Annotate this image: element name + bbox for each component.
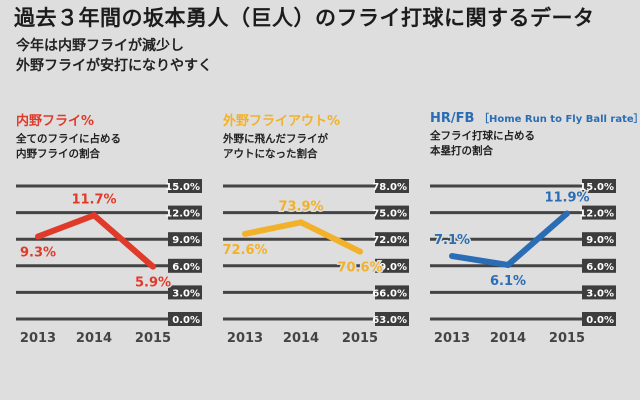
ytick-label: 69.0%: [372, 262, 407, 273]
xtick-label: 2014: [490, 331, 526, 345]
data-point: [35, 233, 41, 240]
ytick-label: 9.0%: [172, 235, 200, 246]
ytick-box: [582, 232, 616, 247]
ytick-box: [168, 205, 202, 220]
data-label: 9.3%: [20, 246, 56, 261]
ytick-label: 9.0%: [586, 235, 614, 246]
chart-title-text: 内野フライ%: [16, 114, 95, 129]
data-label: 7.1%: [434, 233, 470, 248]
chart-description: 全てのフライに占める 内野フライの割合: [16, 132, 226, 162]
chart-title-text: 外野フライアウト%: [223, 114, 341, 129]
ytick-label: 63.0%: [372, 315, 407, 326]
xtick-label: 2015: [549, 331, 585, 345]
data-point: [357, 248, 363, 255]
ytick-box: [375, 205, 409, 220]
ytick-box: [375, 312, 409, 326]
data-label: 6.1%: [490, 274, 526, 289]
ytick-box: [375, 232, 409, 247]
ytick-label: 72.0%: [372, 235, 407, 246]
ytick-label: 6.0%: [586, 262, 614, 273]
ytick-box: [582, 312, 616, 326]
ytick-box: [582, 285, 616, 300]
chart-description: 外野に飛んだフライが アウトになった割合: [223, 132, 433, 162]
ytick-label: 0.0%: [586, 315, 614, 326]
chart-panel-infield-fly: 内野フライ% 全てのフライに占める 内野フライの割合 15.0% 12.0% 9.0%…: [16, 110, 226, 350]
subtitle-line-2: 外野フライが安打になりやすく: [16, 58, 212, 74]
chart-svg: 78.0% 75.0% 72.0% 69.0% 66.0% 63.0% 2013 2014 20…: [223, 179, 409, 345]
xtick-label: 2014: [283, 331, 319, 345]
chart-svg: 15.0% 12.0% 9.0% 6.0% 3.0% 0.0% 2013 2014 2015 9.…: [16, 179, 202, 345]
xtick-label: 2013: [434, 331, 470, 345]
data-label: 70.6%: [337, 261, 382, 276]
ytick-box: [375, 179, 409, 193]
ytick-box: [375, 285, 409, 300]
data-label: 5.9%: [135, 276, 171, 291]
xtick-label: 2014: [76, 331, 112, 345]
ytick-box: [582, 205, 616, 220]
xtick-label: 2013: [20, 331, 56, 345]
ytick-box: [168, 179, 202, 193]
data-label: 11.9%: [544, 190, 589, 205]
data-point: [242, 230, 248, 237]
ytick-label: 6.0%: [172, 262, 200, 273]
ytick-box: [168, 285, 202, 300]
ytick-label: 78.0%: [372, 182, 407, 193]
ytick-label: 3.0%: [172, 288, 200, 299]
description-line: アウトになった割合: [223, 148, 318, 160]
data-point: [298, 219, 304, 226]
chart-description: 全フライ打球に占める 本塁打の割合: [430, 129, 640, 159]
ytick-label: 3.0%: [586, 288, 614, 299]
xtick-label: 2015: [342, 331, 378, 345]
description-line: 外野に飛んだフライが: [223, 133, 328, 145]
ytick-label: 12.0%: [165, 209, 200, 220]
ytick-box: [375, 258, 409, 273]
xtick-label: 2013: [227, 331, 263, 345]
data-label: 73.9%: [278, 199, 323, 214]
page-title: 過去３年間の坂本勇人（巨人）のフライ打球に関するデータ: [14, 6, 595, 30]
chart-title: 外野フライアウト%: [223, 110, 433, 129]
ytick-label: 66.0%: [372, 288, 407, 299]
subtitle: 今年は内野フライが減少し 外野フライが安打になりやすく: [16, 36, 212, 76]
description-line: 本塁打の割合: [430, 145, 493, 157]
data-label: 72.6%: [223, 243, 268, 258]
description-line: 全フライ打球に占める: [430, 130, 535, 142]
ytick-label: 75.0%: [372, 209, 407, 220]
ytick-box: [168, 312, 202, 326]
data-point: [449, 253, 455, 260]
chart-title-text: HR/FB: [430, 111, 475, 126]
ytick-label: 15.0%: [165, 182, 200, 193]
description-line: 全てのフライに占める: [16, 133, 121, 145]
subtitle-line-1: 今年は内野フライが減少し: [16, 38, 184, 54]
ytick-box: [168, 232, 202, 247]
data-point: [150, 263, 156, 270]
xtick-label: 2015: [135, 331, 171, 345]
chart-panel-outfield-fly-out: 外野フライアウト% 外野に飛んだフライが アウトになった割合 78.0% 75.0%…: [223, 110, 433, 350]
ytick-label: 15.0%: [579, 182, 614, 193]
chart-svg: 15.0% 12.0% 9.0% 6.0% 3.0% 0.0% 2013 2014 2015 7.…: [430, 179, 616, 345]
data-point: [91, 212, 97, 219]
ytick-box: [582, 179, 616, 193]
ytick-label: 12.0%: [579, 209, 614, 220]
ytick-label: 0.0%: [172, 315, 200, 326]
ytick-box: [168, 258, 202, 273]
data-label: 11.7%: [71, 192, 116, 207]
chart-panel-hr-fb: HR/FB ［Home Run to Fly Ball rate］ 全フライ打球…: [430, 110, 640, 350]
chart-title: HR/FB ［Home Run to Fly Ball rate］: [430, 110, 640, 126]
ytick-box: [582, 258, 616, 273]
data-point: [505, 261, 511, 268]
data-point: [564, 210, 570, 217]
chart-title-sub: ［Home Run to Fly Ball rate］: [478, 114, 640, 125]
description-line: 内野フライの割合: [16, 148, 100, 160]
chart-title: 内野フライ%: [16, 110, 226, 129]
